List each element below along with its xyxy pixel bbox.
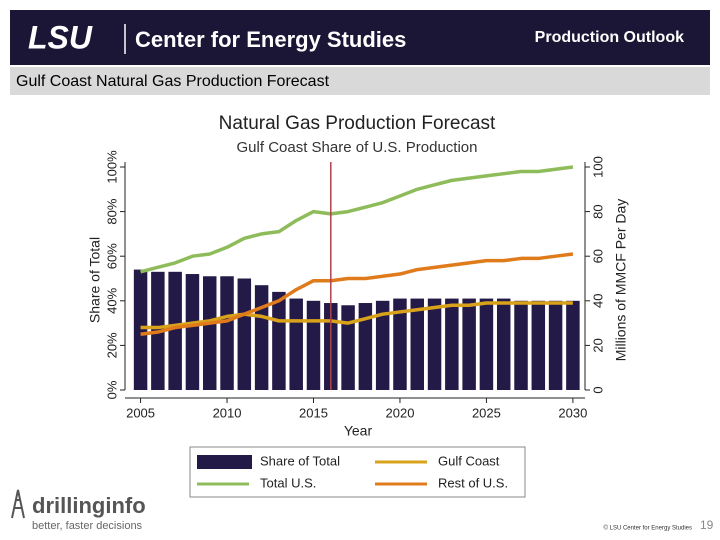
bar bbox=[445, 298, 459, 390]
chart-title: Natural Gas Production Forecast bbox=[219, 113, 496, 134]
legend-swatch bbox=[197, 455, 252, 469]
bar bbox=[220, 276, 234, 390]
logo: LSU bbox=[28, 19, 93, 55]
x-axis-title: Year bbox=[344, 423, 373, 439]
bar bbox=[133, 269, 148, 390]
x-tick-label: 2025 bbox=[472, 405, 501, 420]
header-bar bbox=[10, 10, 710, 65]
chart-subtitle: Gulf Coast Share of U.S. Production bbox=[237, 139, 478, 156]
x-tick-label: 2010 bbox=[213, 405, 242, 420]
y-tick-label: 40% bbox=[104, 287, 119, 313]
bar bbox=[410, 298, 424, 390]
page-number: 19 bbox=[700, 518, 714, 532]
y2-tick-label: 0 bbox=[590, 386, 605, 393]
brand-logo: drillinginfo better, faster decisions bbox=[11, 489, 146, 532]
plot: 0% 20% 40% 60% 80% 100% 0 20 40 60 80 100 2005 2010 20… bbox=[104, 150, 605, 421]
legend-label: Gulf Coast bbox=[438, 453, 500, 468]
title-strip bbox=[10, 67, 710, 95]
bar bbox=[531, 300, 546, 390]
line bbox=[140, 165, 574, 274]
bar bbox=[168, 271, 182, 390]
slide-title: Gulf Coast Natural Gas Production Foreca… bbox=[16, 73, 330, 90]
bar bbox=[237, 278, 252, 390]
bar bbox=[289, 298, 303, 390]
x-tick-label: 2015 bbox=[299, 405, 328, 420]
legend-items: Share of Total Gulf Coast Total U.S. Rest o… bbox=[197, 453, 508, 490]
x-tick-label: 2020 bbox=[386, 405, 415, 420]
bar bbox=[427, 298, 442, 390]
section-title: Production Outlook bbox=[535, 29, 684, 46]
bar bbox=[254, 285, 269, 390]
legend-label: Share of Total bbox=[260, 453, 340, 468]
bar bbox=[479, 298, 494, 390]
y2-tick-label: 20 bbox=[590, 338, 605, 352]
brand: drillinginfo bbox=[32, 493, 146, 518]
bar bbox=[496, 298, 511, 390]
bar bbox=[341, 305, 355, 390]
bar bbox=[202, 276, 217, 390]
y-tick-label: 60% bbox=[104, 243, 119, 269]
bar bbox=[272, 291, 286, 390]
copyright: © LSU Center for Energy Studies bbox=[604, 525, 692, 532]
bar bbox=[306, 300, 321, 390]
line bbox=[140, 252, 574, 336]
y-tick-label: 100% bbox=[104, 150, 119, 184]
bar bbox=[514, 300, 528, 390]
bar bbox=[462, 298, 476, 390]
bar bbox=[566, 300, 580, 390]
y2-tick-label: 60 bbox=[590, 249, 605, 263]
y-tick-label: 80% bbox=[104, 198, 119, 224]
y2-tick-label: 100 bbox=[590, 156, 605, 178]
center-name: Center for Energy Studies bbox=[135, 27, 406, 52]
bar bbox=[358, 303, 373, 390]
bar bbox=[185, 274, 200, 390]
y2-tick-label: 40 bbox=[590, 294, 605, 308]
y2-axis-title: Millions of MMCF Per Day bbox=[613, 199, 629, 362]
bar bbox=[548, 300, 563, 390]
y-tick-label: 0% bbox=[104, 380, 119, 399]
y2-tick-label: 80 bbox=[590, 204, 605, 218]
legend-label: Total U.S. bbox=[260, 475, 316, 490]
bar bbox=[375, 300, 390, 390]
x-tick-label: 2005 bbox=[126, 405, 155, 420]
x-tick-label: 2030 bbox=[558, 405, 587, 420]
line bbox=[140, 301, 573, 330]
bar bbox=[393, 298, 407, 390]
legend-label: Rest of U.S. bbox=[438, 475, 508, 490]
y-tick-label: 20% bbox=[104, 332, 119, 358]
y-axis-title: Share of Total bbox=[87, 237, 103, 323]
tagline: better, faster decisions bbox=[32, 520, 143, 532]
